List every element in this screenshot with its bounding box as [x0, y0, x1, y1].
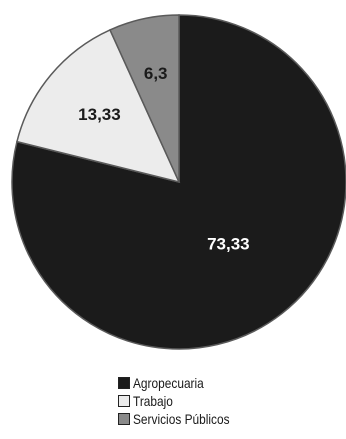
pie-slices: [11, 14, 346, 350]
legend-item-trabajo: Trabajo: [118, 392, 247, 410]
legend-swatch-agropecuaria: [118, 377, 130, 389]
pie-chart: 73,33 13,33 6,3: [11, 14, 346, 350]
legend-swatch-trabajo: [118, 395, 130, 407]
legend-swatch-servicios-publicos: [118, 413, 130, 425]
pie-data-labels: 73,33 13,33 6,3: [78, 64, 249, 254]
legend-item-agropecuaria: Agropecuaria: [118, 374, 247, 392]
legend-label-servicios-publicos: Servicios Públicos: [133, 411, 230, 427]
legend-label-agropecuaria: Agropecuaria: [133, 375, 204, 391]
pie-slice-servicios-publicos: [109, 14, 180, 183]
data-label-servicios-publicos: 6,3: [144, 64, 168, 83]
legend-item-servicios-publicos: Servicios Públicos: [118, 410, 247, 428]
pie-slice-agropecuaria: [11, 14, 346, 350]
data-label-agropecuaria: 73,33: [207, 235, 250, 254]
legend: Agropecuaria Trabajo Servicios Públicos: [118, 374, 247, 428]
pie-slice-trabajo: [16, 28, 181, 184]
legend-label-trabajo: Trabajo: [133, 393, 173, 409]
data-label-trabajo: 13,33: [78, 105, 121, 124]
